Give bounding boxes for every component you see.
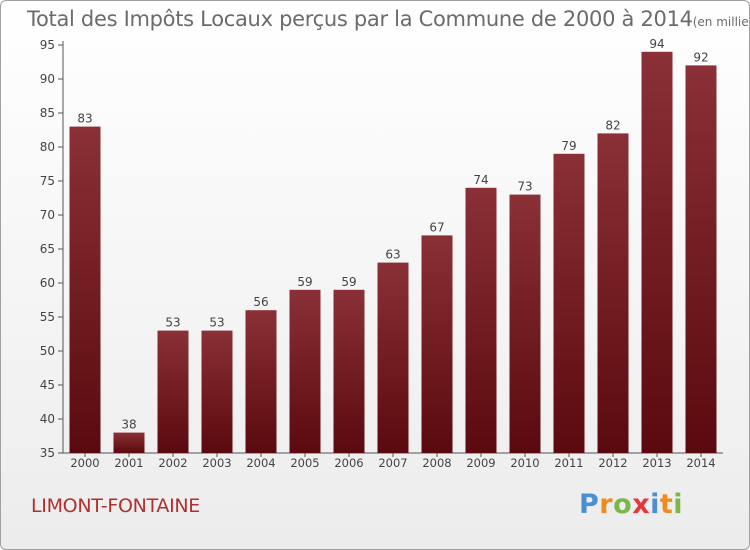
data-label: 74 (473, 173, 488, 187)
logo-letter: x (632, 489, 651, 520)
y-tick-label: 45 (40, 378, 55, 392)
bar (553, 153, 585, 454)
logo-letter: r (599, 489, 614, 520)
x-tick-label: 2002 (158, 456, 187, 470)
data-label: 73 (517, 180, 532, 194)
bar (113, 432, 145, 453)
logo-letter: t (659, 489, 674, 520)
x-tick-label: 2005 (290, 456, 319, 470)
data-label: 59 (297, 275, 312, 289)
data-label: 63 (385, 248, 400, 262)
y-tick-label: 40 (40, 412, 55, 426)
bar (377, 262, 409, 453)
y-tick-label: 35 (40, 446, 55, 460)
logo-letter: P (579, 489, 600, 520)
logo-letter: o (613, 489, 633, 520)
data-label: 38 (121, 418, 136, 432)
data-label: 82 (605, 118, 620, 132)
bar (641, 51, 673, 454)
x-tick-label: 2000 (70, 456, 99, 470)
logo-letter: i (650, 489, 660, 520)
x-tick-label: 2009 (466, 456, 495, 470)
y-tick-label: 95 (40, 38, 55, 52)
x-tick-label: 2007 (378, 456, 407, 470)
y-tick-label: 50 (40, 344, 55, 358)
data-label: 56 (253, 295, 268, 309)
x-tick-label: 2014 (686, 456, 715, 470)
data-label: 79 (561, 139, 576, 153)
x-tick-label: 2004 (246, 456, 275, 470)
y-tick-label: 70 (40, 208, 55, 222)
bar (421, 235, 453, 453)
data-label: 83 (77, 112, 92, 126)
bar (465, 187, 497, 454)
data-label: 94 (649, 37, 664, 51)
y-tick-label: 90 (40, 72, 55, 86)
chart-title: Total des Impôts Locaux perçus par la Co… (27, 7, 749, 31)
x-tick-label: 2001 (114, 456, 143, 470)
data-label: 92 (693, 50, 708, 64)
y-tick-label: 60 (40, 276, 55, 290)
bar (333, 289, 365, 453)
data-label: 67 (429, 220, 444, 234)
x-tick-label: 2012 (598, 456, 627, 470)
bar (201, 330, 233, 453)
commune-name: LIMONT-FONTAINE (31, 495, 201, 517)
bar (69, 126, 101, 453)
bar (245, 310, 277, 453)
x-tick-label: 2011 (554, 456, 583, 470)
logo-letter: i (673, 489, 684, 520)
proxiti-logo: Proxiti (579, 489, 683, 520)
bar (289, 289, 321, 453)
data-label: 59 (341, 275, 356, 289)
x-tick-label: 2013 (642, 456, 671, 470)
y-tick-label: 85 (40, 106, 55, 120)
y-tick-label: 55 (40, 310, 55, 324)
chart-title-text: Total des Impôts Locaux perçus par la Co… (27, 7, 693, 31)
x-tick-label: 2008 (422, 456, 451, 470)
chart-unit: (en milliers d'€) (692, 15, 749, 29)
y-tick-label: 75 (40, 174, 55, 188)
data-label: 53 (165, 316, 180, 330)
y-tick-label: 65 (40, 242, 55, 256)
bar (157, 330, 189, 453)
bar (597, 133, 629, 453)
x-tick-label: 2006 (334, 456, 363, 470)
bar (685, 65, 717, 454)
x-tick-label: 2003 (202, 456, 231, 470)
bar (509, 194, 541, 453)
x-tick-label: 2010 (510, 456, 539, 470)
data-label: 53 (209, 316, 224, 330)
y-tick-label: 80 (40, 140, 55, 154)
